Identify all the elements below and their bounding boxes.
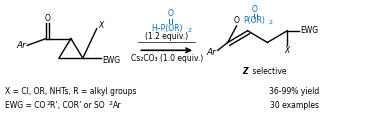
Text: (1.2 equiv.): (1.2 equiv.) — [145, 32, 188, 41]
Text: O: O — [234, 17, 240, 25]
Text: Z: Z — [243, 67, 248, 76]
Text: X: X — [285, 46, 290, 55]
Text: O: O — [45, 13, 51, 22]
Text: selective: selective — [249, 67, 286, 76]
Text: EWG: EWG — [300, 26, 318, 35]
Text: 2: 2 — [108, 101, 113, 106]
Text: O: O — [252, 5, 257, 14]
Text: Ar: Ar — [207, 48, 217, 57]
Text: H–P(OR): H–P(OR) — [151, 24, 183, 33]
Text: Ar: Ar — [16, 41, 26, 50]
Text: R’, COR’ or SO: R’, COR’ or SO — [50, 101, 105, 110]
Text: X: X — [99, 21, 104, 30]
Text: 36-99% yield: 36-99% yield — [269, 87, 319, 96]
Text: 2: 2 — [268, 20, 273, 25]
Text: 2: 2 — [46, 101, 50, 106]
Text: X = Cl, OR, NHTs, R = alkyl groups: X = Cl, OR, NHTs, R = alkyl groups — [5, 87, 137, 96]
Text: 2: 2 — [187, 28, 192, 33]
Text: Cs₂CO₃ (1.0 equiv.): Cs₂CO₃ (1.0 equiv.) — [130, 54, 203, 63]
Text: O: O — [168, 9, 174, 18]
Text: 30 examples: 30 examples — [270, 101, 319, 110]
Text: Ar: Ar — [113, 101, 121, 110]
Text: EWG: EWG — [103, 56, 121, 65]
Text: P(OR): P(OR) — [243, 17, 265, 25]
Text: EWG = CO: EWG = CO — [5, 101, 46, 110]
